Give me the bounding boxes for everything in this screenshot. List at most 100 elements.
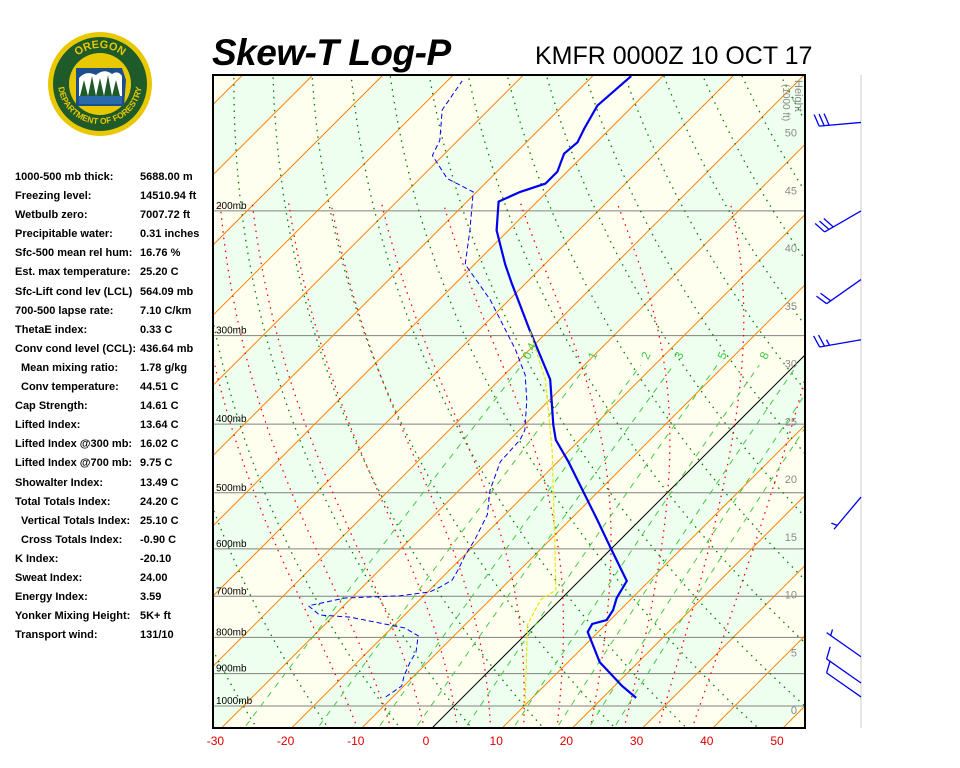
wind-barb bbox=[813, 334, 862, 348]
isotherm-line bbox=[213, 75, 595, 457]
stat-value: 5688.00 m bbox=[140, 171, 193, 183]
wind-barb-staff bbox=[826, 672, 862, 698]
mixing-ratio-line bbox=[556, 364, 798, 728]
stat-value: 13.64 C bbox=[140, 419, 179, 432]
isotherm-band bbox=[213, 75, 805, 728]
height-tick-label: 40 bbox=[785, 243, 797, 255]
stat-value: 14510.94 ft bbox=[140, 190, 197, 203]
pressure-tick-label: 900mb bbox=[216, 664, 247, 675]
wind-barb-half-flag bbox=[830, 629, 834, 636]
stat-label: Sfc-500 mean rel hum: bbox=[15, 247, 133, 260]
wind-barb-staff bbox=[826, 632, 862, 658]
stat-value: 5K+ ft bbox=[140, 610, 171, 623]
temperature-tick-label: 10 bbox=[490, 734, 504, 748]
stat-label: Showalter Index: bbox=[15, 476, 104, 489]
mixing-ratio-line bbox=[512, 364, 760, 728]
stat-row: Mean mixing ratio: 1.78 g/kg bbox=[15, 359, 199, 378]
height-axis-unit-label: (1000 ft) bbox=[780, 84, 791, 121]
moist-adiabat-line bbox=[219, 203, 392, 728]
wind-barb bbox=[825, 660, 862, 698]
stat-value: 25.10 C bbox=[140, 514, 179, 527]
stat-label: Lifted Index: bbox=[15, 419, 81, 432]
mixing-ratio-line bbox=[613, 427, 805, 728]
height-tick-label: 30 bbox=[785, 359, 797, 371]
stability-indices-panel: 1000-500 mb thick: 5688.00 m Freezing leve… bbox=[15, 168, 199, 645]
stat-label: Cross Totals Index: bbox=[21, 533, 123, 546]
stat-value: 3.59 bbox=[140, 591, 162, 604]
wind-barb-flag bbox=[825, 660, 831, 674]
stat-row: 700-500 lapse rate: 7.10 C/km bbox=[15, 302, 199, 321]
isotherm-line bbox=[571, 494, 805, 728]
temperature-tick-label: 0 bbox=[423, 734, 430, 748]
moist-adiabat-line bbox=[213, 354, 359, 728]
stat-value: 7.10 C/km bbox=[140, 304, 192, 317]
stat-label: Vertical Totals Index: bbox=[21, 514, 131, 527]
temperature-tick-label: -10 bbox=[347, 734, 365, 748]
moist-adiabat-line bbox=[380, 202, 525, 728]
stat-label: Freezing level: bbox=[15, 190, 92, 203]
wind-barb-flag bbox=[818, 113, 825, 126]
stat-row: Conv cond level (CCL): 436.64 mb bbox=[15, 340, 199, 359]
wind-barb-staff bbox=[824, 210, 862, 233]
height-tick-label: 45 bbox=[785, 185, 797, 197]
wind-barb-half-flag bbox=[831, 522, 838, 527]
stat-row: Lifted Index @700 mb: 9.75 C bbox=[15, 454, 199, 473]
oregon-forestry-logo: OREGON DEPARTMENT OF FORESTRY bbox=[48, 32, 152, 136]
pressure-tick-label: 400mb bbox=[216, 414, 247, 425]
dry-adiabat-line bbox=[923, 54, 960, 736]
stat-row: Wetbulb zero: 7007.72 ft bbox=[15, 206, 199, 225]
stat-row: K Index: -20.10 bbox=[15, 550, 199, 569]
mixing-ratio-line bbox=[243, 364, 523, 728]
isotherm-line bbox=[220, 143, 805, 728]
wind-barb bbox=[826, 629, 862, 658]
wind-barb-flag bbox=[814, 223, 826, 233]
temperature-profile-line bbox=[495, 75, 637, 699]
temperature-tick-label: 40 bbox=[700, 734, 714, 748]
wind-barb-flag bbox=[823, 218, 834, 228]
height-tick-label: 25 bbox=[785, 416, 797, 428]
stat-value: 564.09 mb bbox=[140, 285, 194, 298]
dry-adiabat-line bbox=[389, 75, 760, 728]
stat-value: 14.61 C bbox=[140, 400, 179, 413]
dewpoint-profile-line bbox=[307, 80, 528, 698]
temperature-tick-label: 20 bbox=[560, 734, 574, 748]
stat-label: Lifted Index @700 mb: bbox=[15, 457, 133, 470]
isotherm-line bbox=[213, 75, 525, 387]
wind-barb-flag bbox=[817, 334, 826, 347]
wind-barb bbox=[816, 279, 862, 305]
mixing-ratio-label: 0.4 bbox=[520, 340, 540, 361]
wind-barb-staff bbox=[826, 279, 862, 305]
stat-row: Yonker Mixing Height: 5K+ ft bbox=[15, 607, 199, 626]
wind-barb-flag bbox=[813, 114, 820, 127]
stat-row: Vertical Totals Index: 25.10 C bbox=[15, 512, 199, 531]
stat-value: 131/10 bbox=[140, 629, 174, 642]
stat-label: Transport wind: bbox=[15, 629, 98, 642]
pressure-tick-label: 800mb bbox=[216, 627, 247, 638]
stat-label: Wetbulb zero: bbox=[15, 209, 88, 222]
stat-label: Yonker Mixing Height: bbox=[15, 610, 131, 623]
stat-label: Total Totals Index: bbox=[15, 495, 111, 508]
pressure-tick-label: 500mb bbox=[216, 483, 247, 494]
isotherm-line bbox=[501, 424, 805, 728]
stat-label: Conv temperature: bbox=[21, 381, 119, 394]
height-tick-label: 10 bbox=[785, 590, 797, 602]
isotherm-line bbox=[213, 75, 805, 667]
isotherm-line bbox=[213, 75, 384, 246]
isotherm-line bbox=[290, 213, 805, 728]
stat-label: Lifted Index @300 mb: bbox=[15, 438, 133, 451]
height-tick-label: 50 bbox=[785, 128, 797, 140]
wind-barb-flag bbox=[819, 220, 830, 230]
wind-barb bbox=[813, 113, 862, 127]
wind-barb-flag bbox=[813, 335, 821, 348]
wind-barb-staff bbox=[819, 121, 862, 127]
mixing-ratio-line bbox=[415, 364, 675, 728]
stat-row: Lifted Index: 13.64 C bbox=[15, 416, 199, 435]
stat-row: Transport wind: 131/10 bbox=[15, 626, 199, 645]
isotherm-line bbox=[361, 284, 805, 728]
isotherm-line bbox=[0, 54, 194, 736]
wind-barb bbox=[825, 646, 862, 684]
wind-barb-flag bbox=[820, 292, 832, 302]
stat-value: 24.00 bbox=[140, 571, 168, 584]
stat-row: ThetaE index: 0.33 C bbox=[15, 321, 199, 340]
